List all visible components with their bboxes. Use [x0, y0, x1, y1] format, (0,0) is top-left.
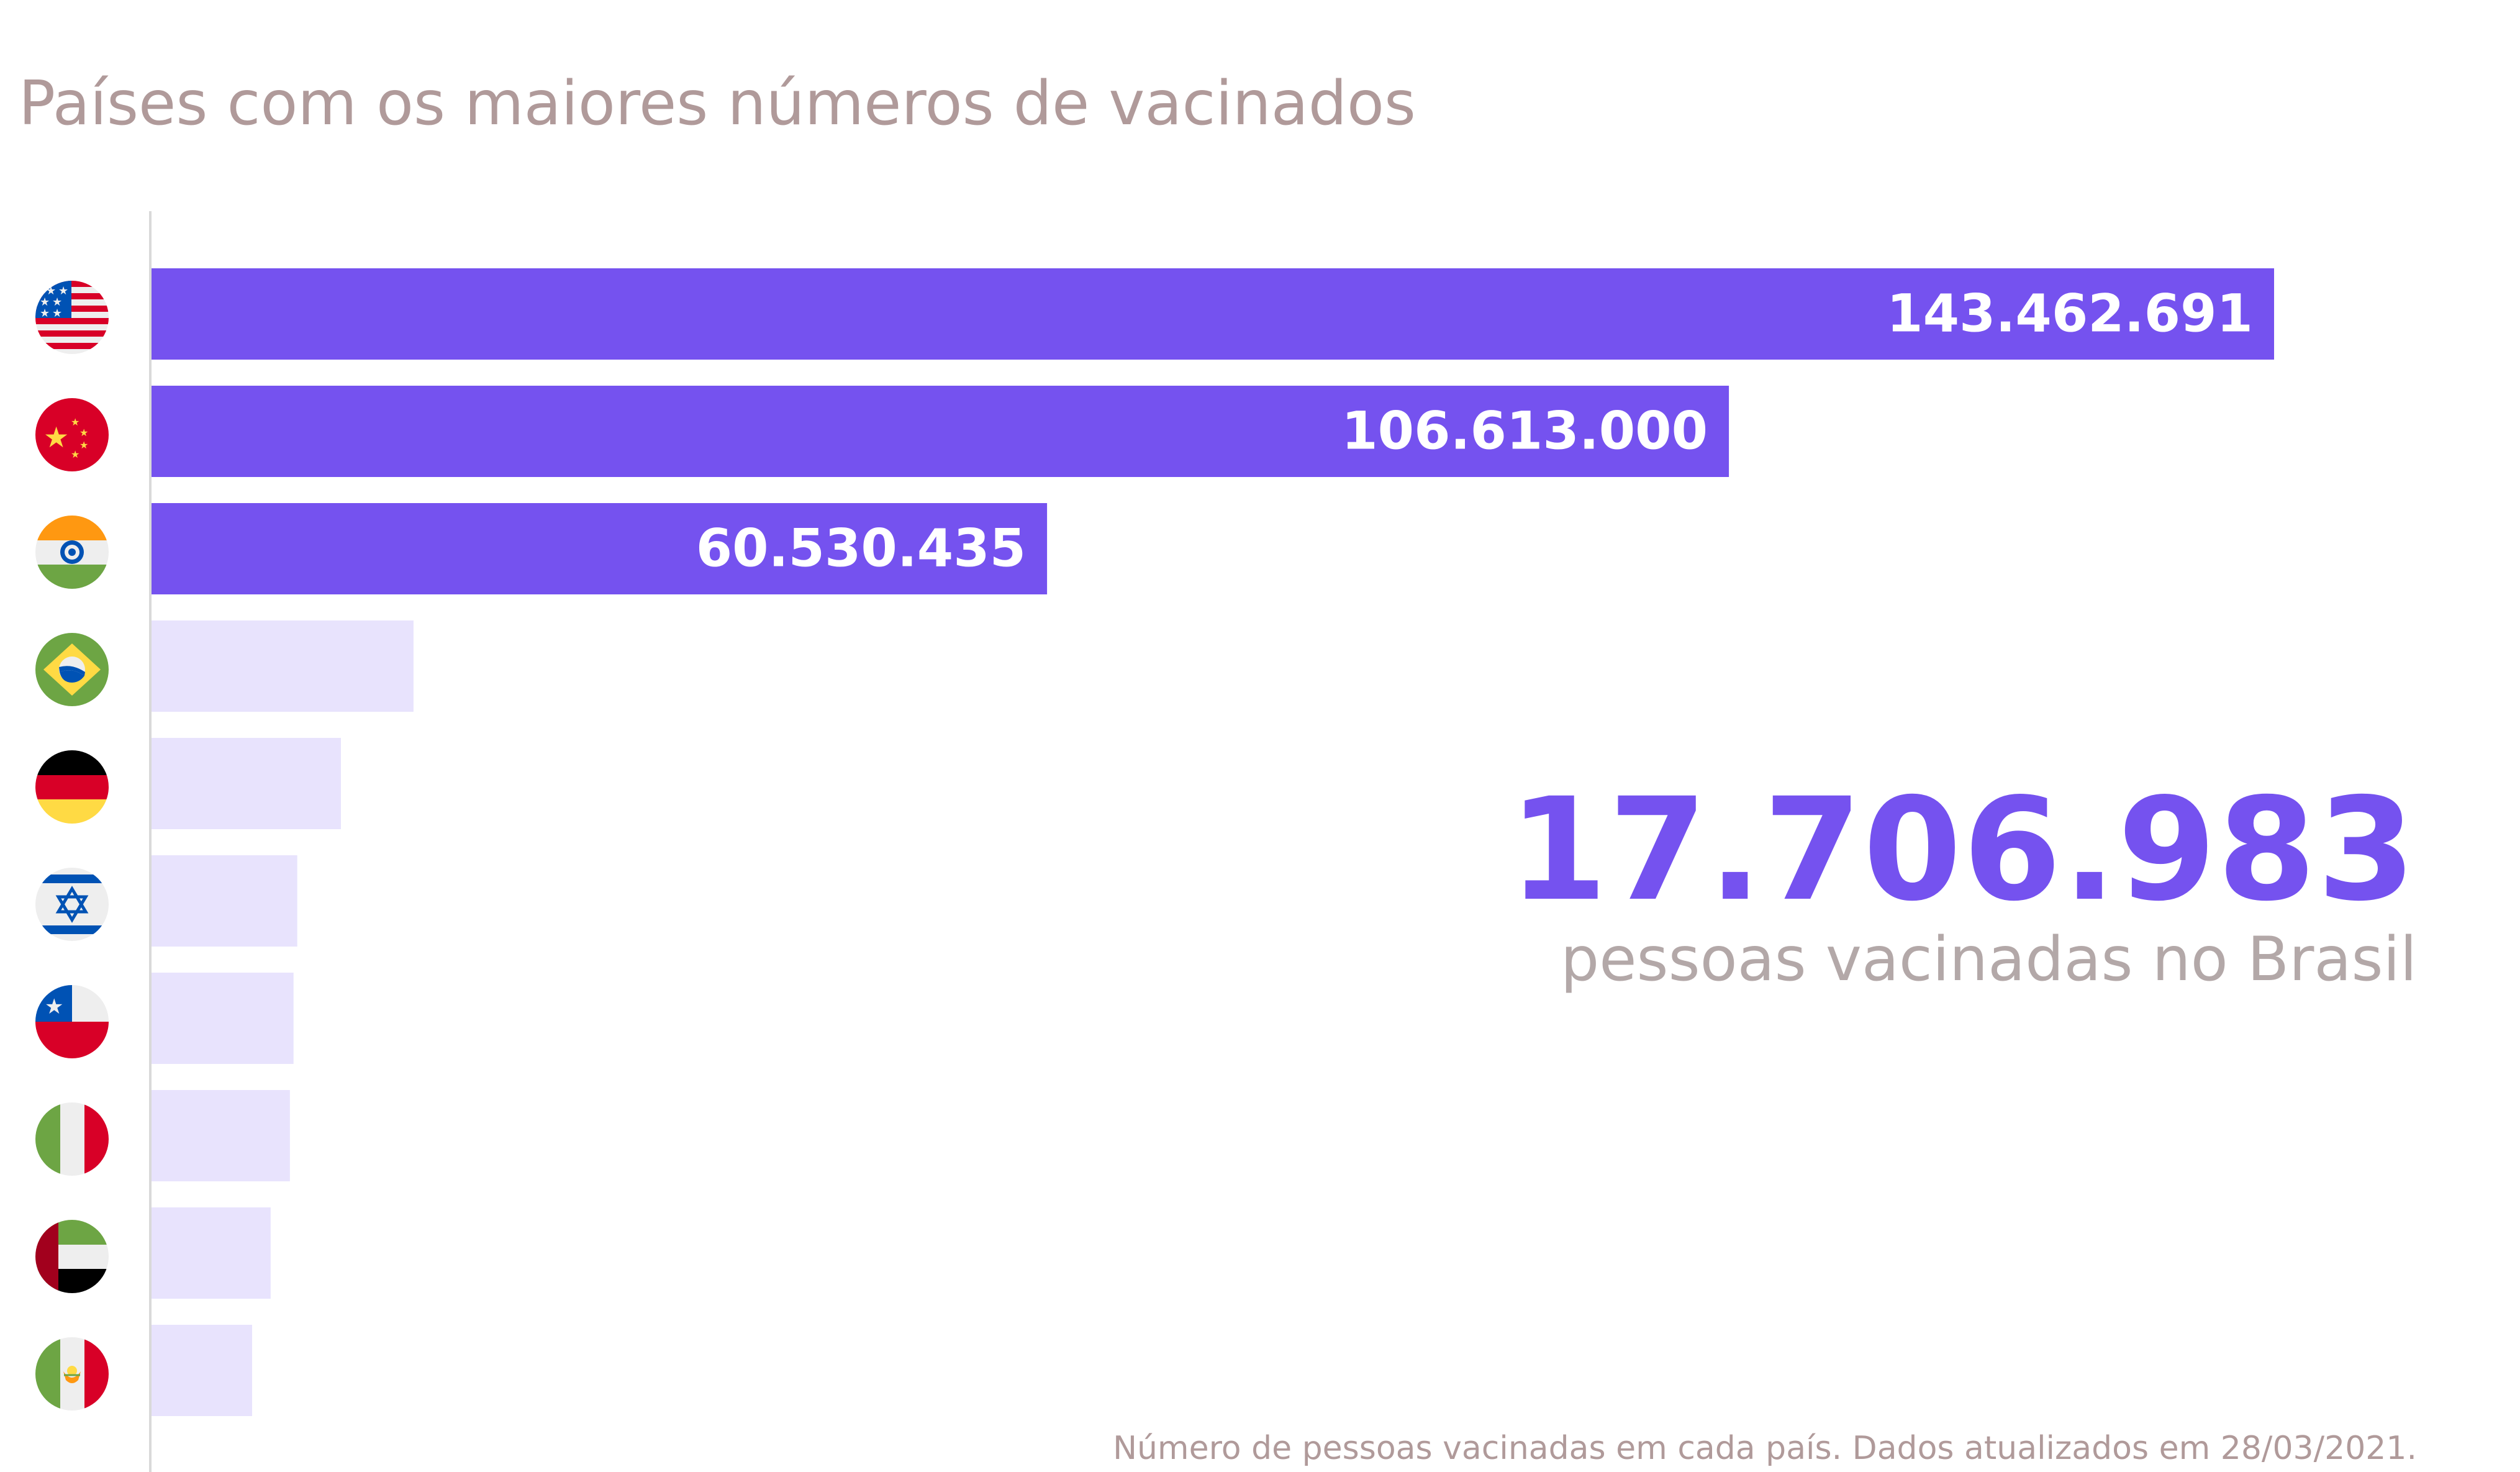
svg-text:★: ★ [43, 420, 69, 454]
svg-text:★: ★ [40, 296, 50, 309]
bar-1 [152, 386, 1729, 477]
germany-flag-icon [35, 750, 109, 824]
chart-title: Países com os maiores números de vacinad… [19, 68, 1416, 139]
mexico-flag-icon [35, 1337, 109, 1411]
brazil-flag-icon [35, 633, 109, 706]
united-states-flag-icon: ★ ★ ★ ★ ★ ★ [35, 281, 109, 354]
svg-text:★: ★ [71, 416, 79, 428]
flags-group: ★ ★ ★ ★ ★ ★ ★ ★ ★ ★ ★ [35, 281, 109, 1411]
india-flag-icon [35, 516, 109, 589]
israel-flag-icon [35, 868, 109, 941]
brazil-total-caption: pessoas vacinadas no Brasil [1561, 924, 2417, 995]
bar-5 [152, 855, 297, 947]
bar-7 [152, 1090, 290, 1181]
svg-text:★: ★ [79, 439, 88, 451]
bar-6 [152, 973, 294, 1064]
china-flag-icon: ★ ★ ★ ★ ★ [35, 398, 109, 471]
bars-group: 143.462.691 106.613.000 60.530.435 [152, 268, 2274, 1416]
bar-value-label-1: 106.613.000 [1341, 401, 1708, 461]
bar-value-label-0: 143.462.691 [1887, 283, 2253, 344]
bar-9 [152, 1325, 252, 1416]
bar-4 [152, 738, 341, 829]
brazil-total-value: 17.706.983 [1508, 767, 2417, 932]
bar-0 [152, 268, 2274, 360]
italy-flag-icon [35, 1102, 109, 1176]
svg-text:★: ★ [45, 994, 63, 1019]
svg-text:★: ★ [52, 307, 62, 320]
bar-3 [152, 620, 414, 712]
bar-8 [152, 1207, 271, 1299]
uae-flag-icon [35, 1220, 109, 1293]
bar-2 [152, 503, 1048, 594]
bar-value-label-2: 60.530.435 [696, 518, 1026, 579]
chart-footnote: Número de pessoas vacinadas em cada país… [1113, 1430, 2417, 1467]
svg-text:★: ★ [79, 427, 88, 438]
svg-text:★: ★ [58, 284, 68, 298]
svg-text:★: ★ [52, 296, 62, 309]
svg-text:★: ★ [71, 448, 79, 460]
svg-text:★: ★ [40, 307, 50, 320]
chile-flag-icon: ★ [35, 985, 109, 1058]
